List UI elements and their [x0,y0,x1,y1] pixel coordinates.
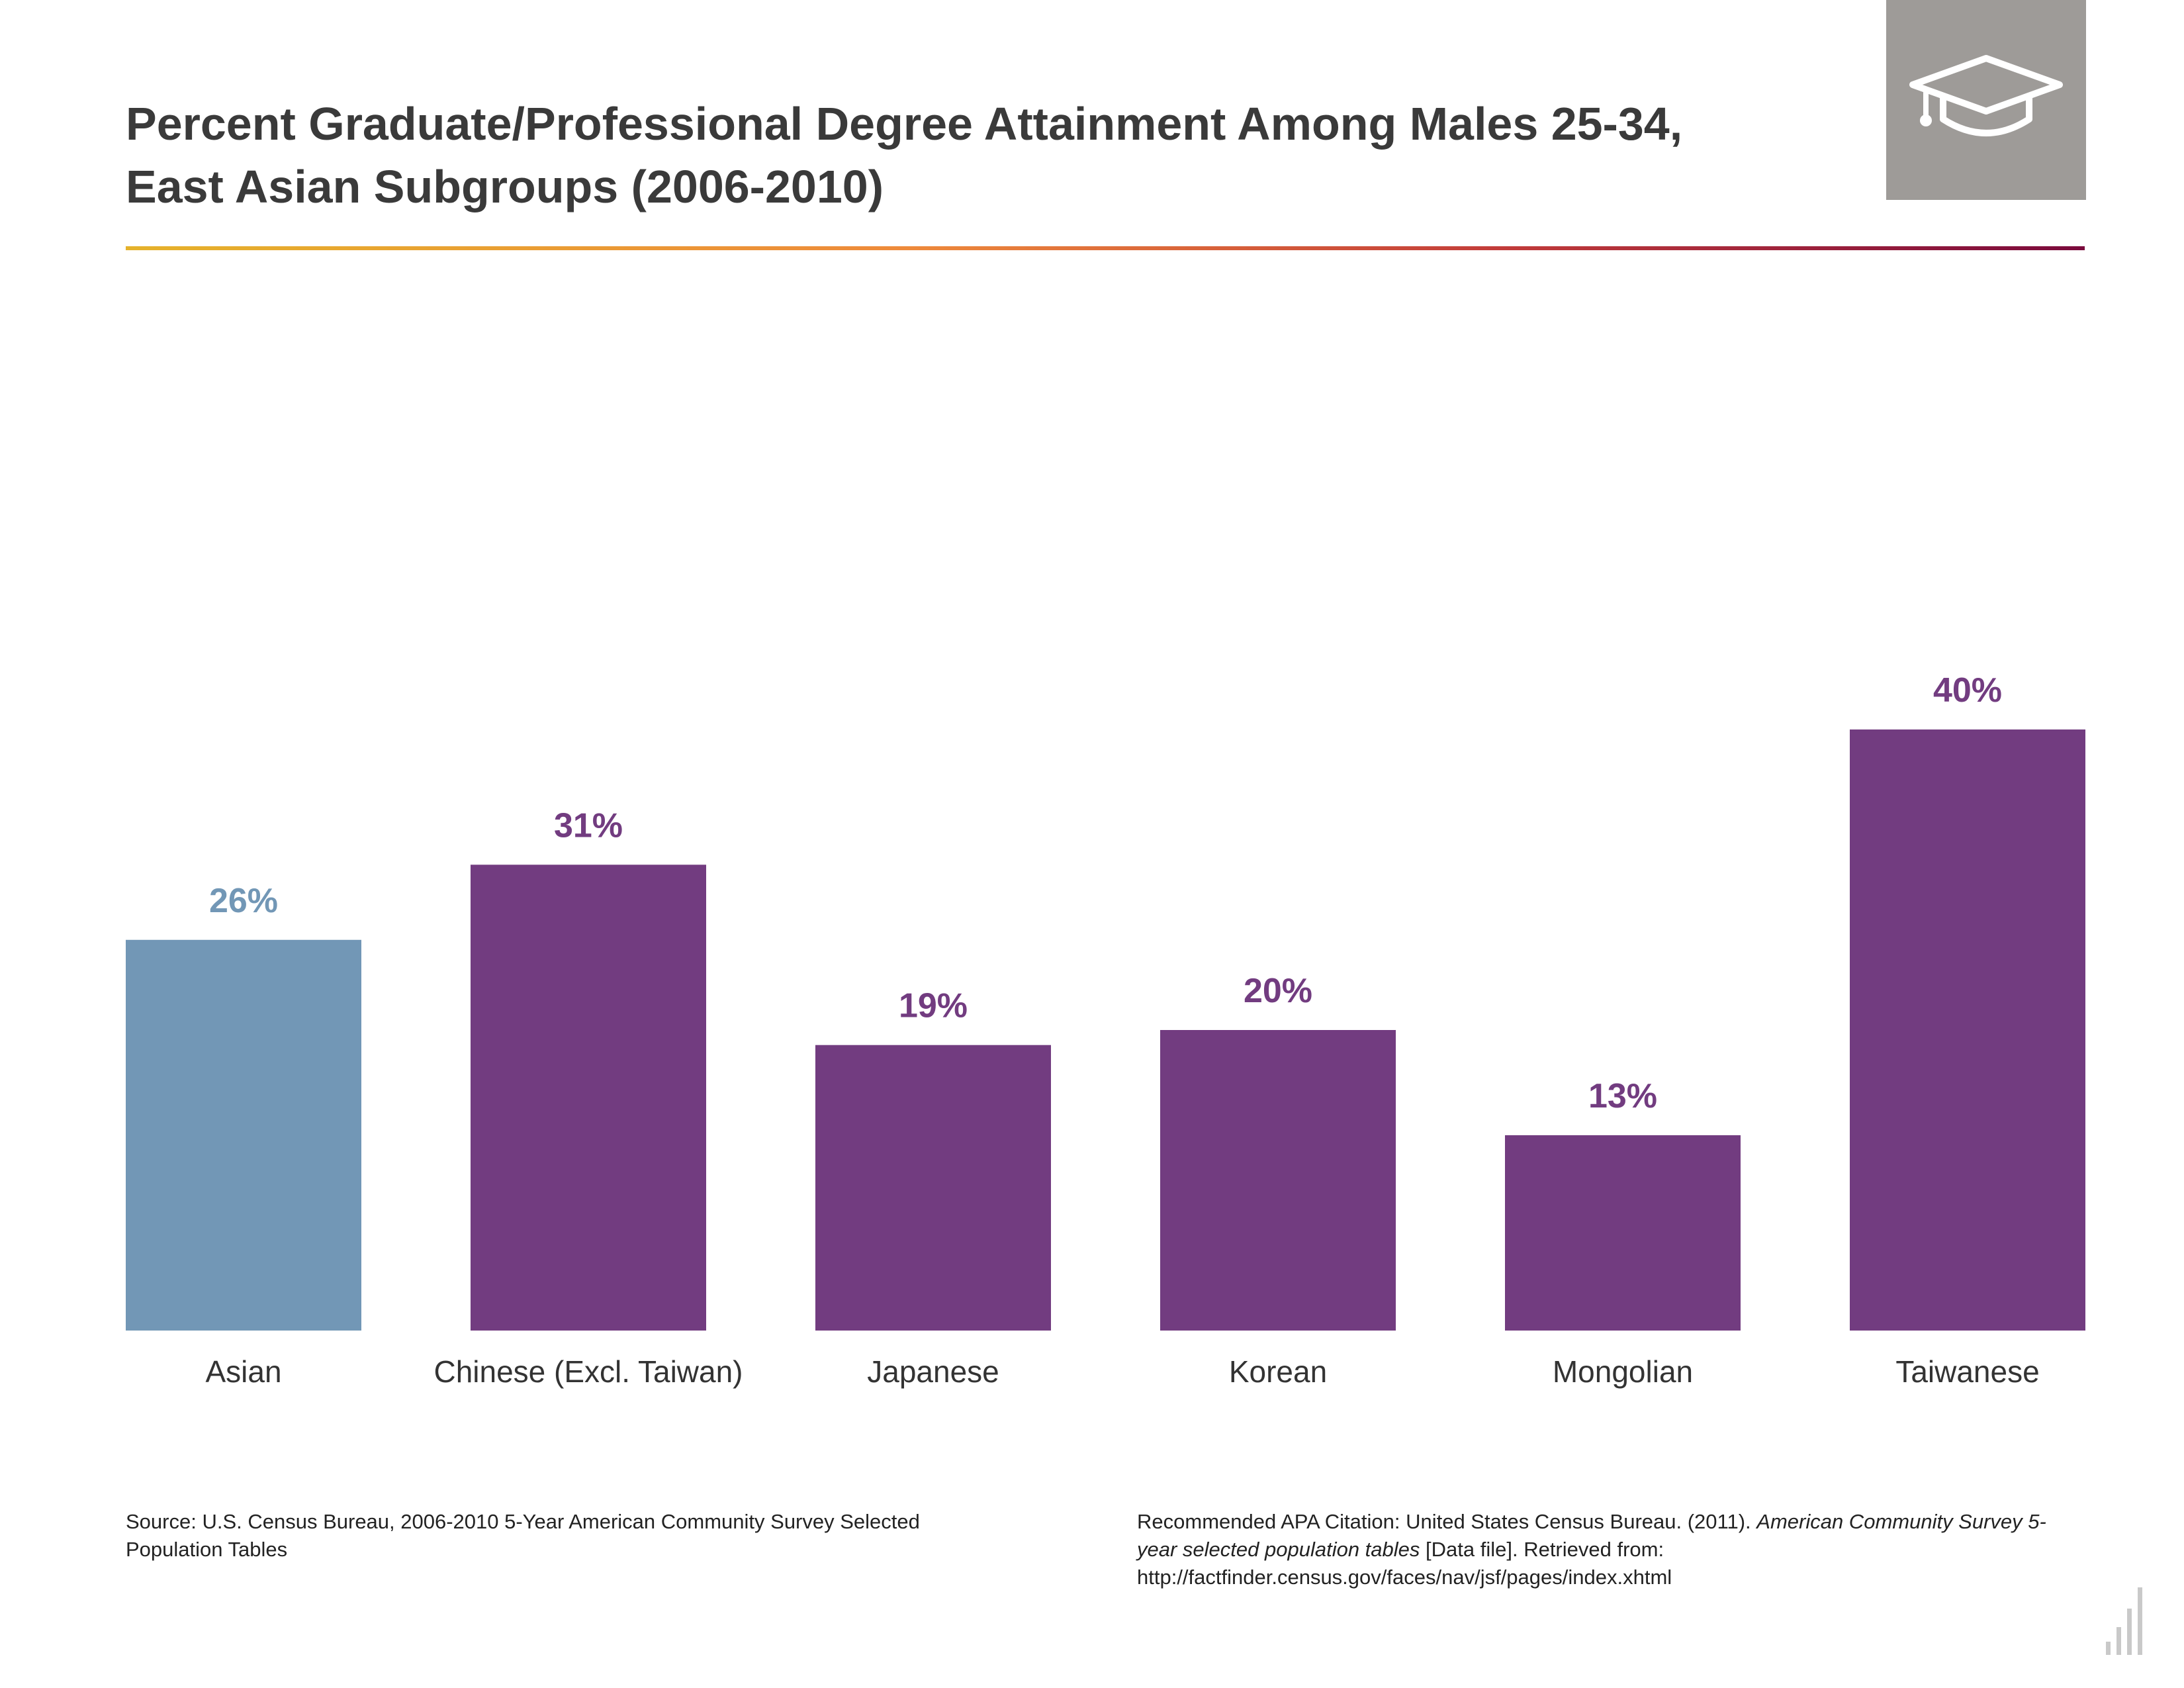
bar-japanese [815,1045,1051,1331]
citation-note: Recommended APA Citation: United States … [1137,1508,2077,1591]
bar-chart-logo-icon [2106,1587,2142,1655]
bar-chinese-excl-taiwan [471,865,706,1331]
citation-prefix: Recommended APA Citation: United States … [1137,1510,1757,1533]
category-label: Taiwanese [1895,1354,2039,1389]
bar-chart: 26% Asian 31% Chinese (Excl. Taiwan) 19% Japa… [126,671,2085,1389]
bar-value-label: 19% [899,987,968,1025]
bar-korean [1160,1030,1396,1331]
bar-value-label: 20% [1244,972,1312,1010]
bars-layer: 26% Asian 31% Chinese (Excl. Taiwan) 19% Japa… [126,671,2085,1389]
source-note: Source: U.S. Census Bureau, 2006-2010 5-… [126,1510,920,1561]
citation-suffix: [Data file]. Retrieved from: http://fact… [1137,1538,1672,1589]
category-label: Chinese (Excl. Taiwan) [433,1354,743,1389]
bar-mongolian [1505,1135,1741,1331]
category-label: Japanese [867,1354,999,1389]
bar-asian [126,939,361,1331]
category-label: Asian [205,1354,281,1389]
header-icon-box [1886,0,2086,200]
chart-title-line-1: Percent Graduate/Professional Degree Att… [126,98,1683,150]
category-label: Mongolian [1553,1354,1693,1389]
category-label: Korean [1229,1354,1327,1389]
bar-value-label: 26% [209,882,278,920]
chart-title: Percent Graduate/Professional Degree Att… [126,93,1780,218]
bar-value-label: 31% [554,806,623,845]
bar-taiwanese [1850,729,2085,1331]
title-divider [126,246,2085,250]
chart-title-line-2: East Asian Subgroups (2006-2010) [126,161,884,212]
bar-value-label: 13% [1588,1077,1657,1115]
bar-value-label: 40% [1933,671,2002,710]
graduation-cap-icon [1909,55,2063,136]
citation-title: American Community Survey 5-year selecte… [1137,1510,2046,1561]
